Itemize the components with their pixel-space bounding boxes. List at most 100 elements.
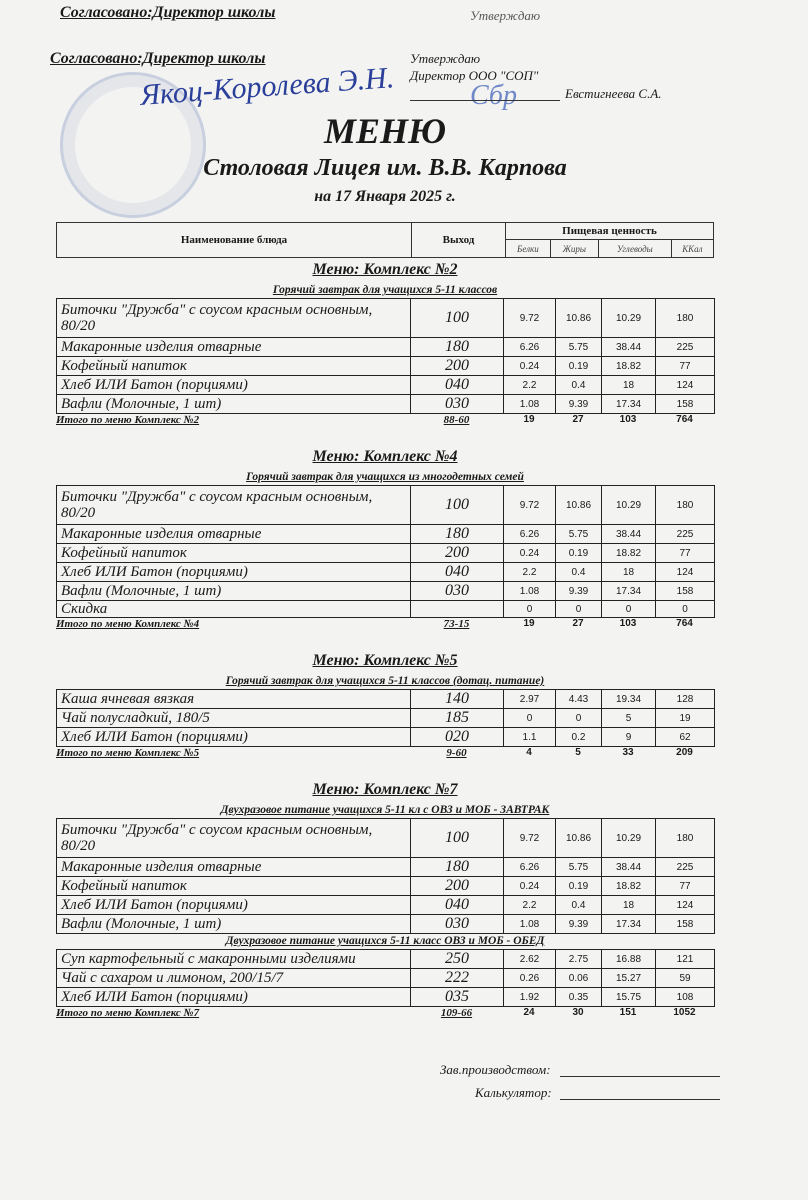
section-total: Итого по меню Комплекс №5 9-60 4 5 33 209 (56, 747, 714, 769)
dish-kcal: 59 (655, 968, 715, 988)
total-value: 103 (619, 414, 637, 425)
total-value: 151 (619, 1007, 637, 1018)
dish-protein: 0.24 (503, 356, 556, 376)
dish-carbs: 9 (601, 727, 656, 747)
dish-protein: 9.72 (503, 818, 556, 858)
col-nutrition: Пищевая ценность (505, 222, 714, 240)
menu-section: Меню: Комплекс №7 Двухразовое питание уча… (56, 781, 715, 1029)
col-output: Выход (411, 222, 506, 258)
dish-fat: 5.75 (555, 337, 602, 357)
table-row: Хлеб ИЛИ Батон (порциями) 020 1.1 0.2 9 62 (56, 727, 715, 747)
dish-name: Суп картофельный с макаронными изделиями (56, 949, 411, 969)
dish-output: 222 (410, 968, 504, 988)
dish-kcal: 180 (655, 485, 715, 525)
table-row: Биточки "Дружба" с соусом красным основн… (56, 485, 715, 525)
section-title: Меню: Комплекс №4 (312, 448, 458, 465)
dish-protein: 9.72 (503, 298, 556, 338)
dish-protein: 2.2 (503, 562, 556, 582)
dish-kcal: 180 (655, 298, 715, 338)
dish-name: Вафли (Молочные, 1 шт) (56, 581, 411, 601)
total-value: 4 (526, 747, 532, 758)
approve-line: Утверждаю (410, 51, 481, 66)
dish-name: Кофейный напиток (56, 876, 411, 896)
dish-name: Чай с сахаром и лимоном, 200/15/7 (56, 968, 411, 988)
dish-fat: 0.4 (555, 562, 602, 582)
calculator-label: Калькулятор: (475, 1085, 552, 1100)
dish-fat: 0.06 (555, 968, 602, 988)
dish-output: 185 (410, 708, 504, 728)
dish-name: Хлеб ИЛИ Батон (порциями) (56, 895, 411, 915)
dish-carbs: 10.29 (601, 298, 656, 338)
table-row: Хлеб ИЛИ Батон (порциями) 035 1.92 0.35 15.7… (56, 987, 715, 1007)
dish-output: 200 (410, 356, 504, 376)
dish-kcal: 77 (655, 876, 715, 896)
dish-name: Вафли (Молочные, 1 шт) (56, 914, 411, 934)
table-row: Вафли (Молочные, 1 шт) 030 1.08 9.39 17.34 15… (56, 581, 715, 601)
school-stamp (60, 72, 206, 218)
dish-name: Чай полусладкий, 180/5 (56, 708, 411, 728)
table-row: Хлеб ИЛИ Батон (порциями) 040 2.2 0.4 18 124 (56, 895, 715, 915)
total-value: 103 (619, 618, 637, 629)
dish-output: 030 (410, 581, 504, 601)
dish-name: Макаронные изделия отварные (56, 857, 411, 877)
dish-output: 020 (410, 727, 504, 747)
approver-signature: Сбр (470, 80, 517, 111)
dish-output: 180 (410, 857, 504, 877)
dish-carbs: 5 (601, 708, 656, 728)
dish-protein: 2.2 (503, 375, 556, 395)
table-row: Кофейный напиток 200 0.24 0.19 18.82 77 (56, 876, 715, 896)
dish-carbs: 16.88 (601, 949, 656, 969)
total-value: 209 (676, 747, 693, 758)
calculator-sign-line (560, 1099, 720, 1100)
col-name: Наименование блюда (56, 222, 412, 258)
column-header-table: Наименование блюда Выход Пищевая ценност… (56, 222, 715, 258)
dish-output: 100 (410, 298, 504, 338)
col-kcal: ККал (670, 239, 715, 258)
dish-fat: 5.75 (555, 524, 602, 544)
dish-carbs: 38.44 (601, 524, 656, 544)
total-price: 9-60 (446, 747, 467, 759)
dish-carbs: 17.34 (601, 581, 656, 601)
table-row: Скидка 0 0 0 0 (56, 600, 715, 618)
dish-output: 040 (410, 895, 504, 915)
dish-fat: 0.4 (555, 895, 602, 915)
dish-fat: 0.4 (555, 375, 602, 395)
total-value: 33 (622, 747, 634, 758)
dish-protein: 2.97 (503, 689, 556, 709)
total-value: 5 (575, 747, 581, 758)
total-price: 88-60 (443, 414, 470, 426)
dish-output: 200 (410, 876, 504, 896)
menu-section: Меню: Комплекс №5 Горячий завтрак для уча… (56, 652, 715, 769)
total-label: Итого по меню Комплекс №4 (56, 618, 200, 630)
handwritten-signature: Якоц-Королева Э.Н. (139, 61, 396, 112)
dish-kcal: 124 (655, 562, 715, 582)
dish-output: 040 (410, 375, 504, 395)
table-row: Биточки "Дружба" с соусом красным основн… (56, 298, 715, 338)
dish-carbs: 10.29 (601, 818, 656, 858)
dish-protein: 6.26 (503, 857, 556, 877)
dish-protein: 9.72 (503, 485, 556, 525)
dish-protein: 6.26 (503, 337, 556, 357)
col-protein: Белки (505, 239, 551, 258)
dish-carbs: 17.34 (601, 394, 656, 414)
total-value: 19 (523, 414, 535, 425)
dish-name: Биточки "Дружба" с соусом красным основн… (56, 485, 411, 525)
dish-kcal: 19 (655, 708, 715, 728)
dishes-table: Биточки "Дружба" с соусом красным основн… (56, 485, 715, 618)
dish-kcal: 158 (655, 914, 715, 934)
total-value: 27 (572, 414, 584, 425)
col-carbs: Углеводы (597, 239, 672, 258)
col-fat: Жиры (549, 239, 599, 258)
dish-kcal: 180 (655, 818, 715, 858)
dish-output: 100 (410, 485, 504, 525)
section-total: Итого по меню Комплекс №4 73-15 19 27 103 764 (56, 618, 714, 640)
dish-carbs: 38.44 (601, 857, 656, 877)
dish-fat: 10.86 (555, 485, 602, 525)
dish-protein: 1.1 (503, 727, 556, 747)
dish-output: 030 (410, 914, 504, 934)
dish-protein: 1.92 (503, 987, 556, 1007)
table-row: Чай полусладкий, 180/5 185 0 0 5 19 (56, 708, 715, 728)
dish-name: Макаронные изделия отварные (56, 524, 411, 544)
dish-output: 250 (410, 949, 504, 969)
dish-carbs: 18.82 (601, 356, 656, 376)
